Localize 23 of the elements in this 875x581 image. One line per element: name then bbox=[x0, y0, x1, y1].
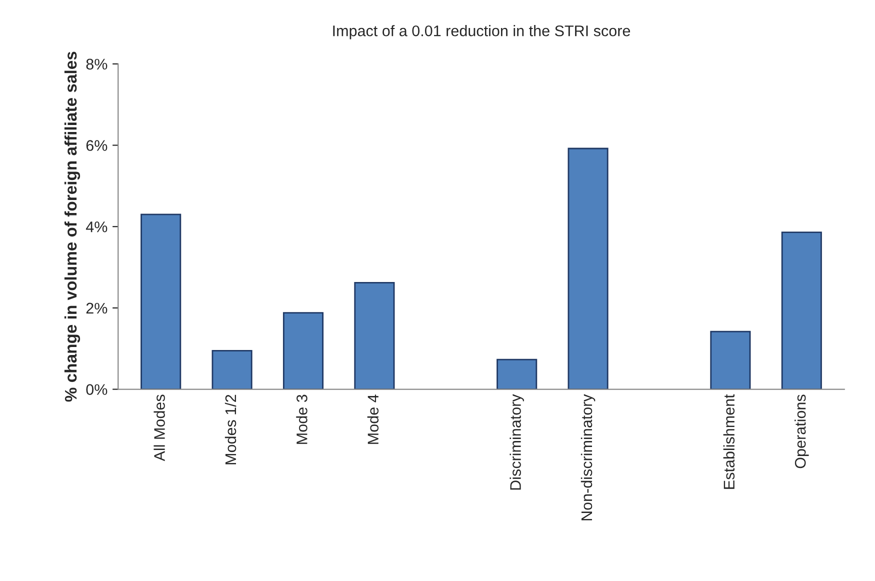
x-tick-label: Discriminatory bbox=[510, 394, 524, 490]
x-tick-label: Operations bbox=[794, 394, 809, 468]
y-tick-label: 0% bbox=[86, 384, 108, 395]
bar bbox=[282, 312, 324, 390]
y-tick-label: 8% bbox=[86, 58, 108, 70]
bar bbox=[212, 350, 252, 390]
x-tick-label: Mode 4 bbox=[367, 394, 379, 444]
bar bbox=[710, 330, 751, 390]
x-tick-label: All Modes bbox=[154, 394, 165, 462]
bar bbox=[568, 148, 608, 390]
bar bbox=[140, 214, 182, 390]
x-tick-label: Modes 1/2 bbox=[224, 394, 236, 464]
bar bbox=[354, 282, 395, 390]
y-tick-label: 6% bbox=[86, 140, 108, 151]
x-tick-label: Mode 3 bbox=[296, 394, 308, 444]
bar bbox=[781, 232, 822, 390]
chart-title: Impact of a 0.01 reduction in the STRI score bbox=[333, 25, 630, 40]
y-tick-label: 2% bbox=[86, 302, 108, 314]
bar bbox=[496, 358, 538, 390]
x-tick-label: Non-discriminatory bbox=[580, 394, 596, 520]
y-axis-title: % change in volume of foreign affiliate sales bbox=[64, 52, 80, 402]
x-tick-label: Establishment bbox=[723, 394, 735, 489]
y-tick-label: 4% bbox=[86, 222, 108, 232]
